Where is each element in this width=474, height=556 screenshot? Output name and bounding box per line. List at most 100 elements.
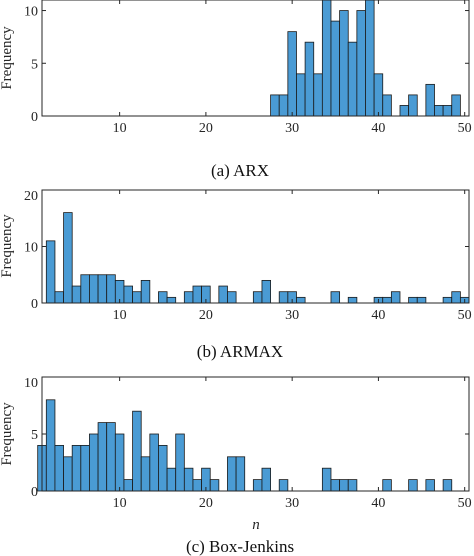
y-axis-label-box-jenkins: Frequency: [0, 402, 15, 466]
x-tick-label-arx-30: 30: [285, 121, 299, 136]
bar-box-jenkins-n35: [330, 479, 341, 492]
bar-armax-n4: [63, 212, 73, 304]
bar-box-jenkins-n21: [209, 479, 220, 492]
caption-armax: (b) ARMAX: [197, 342, 283, 361]
bar-armax-n8: [97, 274, 108, 304]
bar-arx-n43: [399, 105, 410, 117]
bar-box-jenkins-n15: [158, 444, 168, 492]
bar-box-jenkins-n10: [114, 433, 125, 492]
bar-armax-n44: [408, 296, 418, 304]
x-tick-label-armax-10: 10: [113, 308, 127, 323]
bar-armax-n26: [252, 291, 263, 304]
panel-box-jenkins: 10 20 30 40 50 0 5 10 Frequency n (c) Box-Jenk…: [0, 376, 472, 556]
bar-arx-n44: [408, 94, 418, 117]
y-tick-label-box-jenkins-10: 10: [24, 376, 38, 391]
bar-box-jenkins-n6: [80, 444, 90, 492]
x-tick-label-box-jenkins-10: 10: [113, 496, 127, 511]
x-tick-label-armax-40: 40: [371, 308, 385, 323]
x-axis-label-box-jenkins: n: [252, 517, 260, 533]
bar-armax-n19: [192, 285, 202, 304]
bar-armax-n2: [45, 240, 56, 304]
bar-box-jenkins-n5: [71, 444, 82, 492]
bar-box-jenkins-n29: [278, 479, 289, 492]
bar-arx-n47: [434, 105, 444, 117]
y-tick-label-arx-5: 5: [31, 57, 38, 72]
bar-box-jenkins-n7: [89, 433, 99, 492]
x-tick-label-arx-10: 10: [113, 121, 127, 136]
bar-armax-n42: [390, 291, 401, 304]
bar-arx-n28: [270, 94, 280, 117]
caption-box-jenkins: (c) Box-Jenkins: [186, 537, 294, 556]
bar-armax-n12: [132, 291, 142, 304]
bar-armax-n49: [451, 291, 461, 304]
y-tick-label-box-jenkins-0: 0: [31, 485, 38, 500]
x-tick-label-box-jenkins-20: 20: [199, 496, 213, 511]
bar-armax-n6: [80, 274, 90, 304]
bar-arx-n30: [287, 31, 297, 117]
bar-armax-n35: [330, 291, 341, 304]
bar-armax-n29: [278, 291, 289, 304]
x-tick-label-box-jenkins-40: 40: [371, 496, 385, 511]
y-tick-label-armax-10: 10: [24, 241, 38, 256]
xticks-armax: 10 20 30 40 50: [113, 190, 472, 323]
y-tick-label-arx-10: 10: [24, 5, 38, 20]
bar-box-jenkins-n4: [63, 456, 73, 492]
bar-box-jenkins-n37: [347, 479, 358, 492]
panel-armax: 10 20 30 40 50 0 10 20 Frequency (b) ARMAX: [0, 189, 472, 361]
bar-box-jenkins-n3: [54, 444, 64, 492]
bar-armax-n3: [54, 291, 64, 304]
bar-box-jenkins-n13: [140, 456, 151, 492]
bar-box-jenkins-n14: [149, 433, 159, 492]
y-tick-label-armax-0: 0: [31, 297, 38, 312]
bar-box-jenkins-n11: [123, 479, 133, 492]
bar-box-jenkins-n46: [425, 479, 435, 492]
bar-box-jenkins-n2: [45, 399, 56, 492]
plot-area-arx: [41, 0, 470, 117]
x-tick-label-box-jenkins-50: 50: [458, 496, 472, 511]
x-tick-label-arx-40: 40: [371, 121, 385, 136]
plot-frame-armax: [41, 189, 470, 304]
bar-box-jenkins-n17: [175, 433, 185, 492]
x-tick-label-armax-20: 20: [199, 308, 213, 323]
bar-armax-n48: [442, 296, 453, 304]
bar-arx-n29: [278, 94, 289, 117]
bar-armax-n22: [218, 285, 228, 304]
bar-arx-n46: [425, 83, 435, 117]
bar-armax-n37: [347, 296, 358, 304]
bar-box-jenkins-n27: [261, 467, 272, 492]
bar-box-jenkins-n48: [442, 479, 453, 492]
bars-box-jenkins: [37, 399, 453, 492]
bar-arx-n40: [373, 73, 384, 117]
panel-arx: 10 20 30 40 50 0 5 10 Frequency (a) ARX: [0, 0, 472, 180]
x-tick-label-box-jenkins-30: 30: [285, 496, 299, 511]
bar-arx-n34: [321, 0, 332, 117]
y-axis-label-armax: Frequency: [0, 214, 15, 278]
bar-box-jenkins-n26: [252, 479, 263, 492]
bar-box-jenkins-n9: [106, 422, 116, 492]
bar-box-jenkins-n24: [235, 456, 246, 492]
bar-armax-n15: [158, 291, 168, 304]
bar-armax-n18: [183, 291, 194, 304]
bar-armax-n27: [261, 279, 272, 304]
plot-frame-arx: [41, 0, 470, 117]
bar-box-jenkins-n41: [382, 479, 392, 492]
yticks-box-jenkins: 0 5 10: [24, 376, 469, 500]
bar-armax-n16: [166, 296, 177, 304]
bar-armax-n11: [123, 285, 133, 304]
bar-arx-n36: [339, 10, 349, 117]
x-tick-label-arx-50: 50: [458, 121, 472, 136]
bar-box-jenkins-n23: [227, 456, 237, 492]
bar-box-jenkins-n36: [339, 479, 349, 492]
bar-armax-n7: [89, 274, 99, 304]
bar-box-jenkins-n34: [321, 467, 332, 492]
bar-box-jenkins-n19: [192, 479, 202, 492]
bar-arx-n31: [296, 73, 306, 117]
bar-armax-n31: [296, 296, 306, 304]
bar-arx-n35: [330, 20, 341, 117]
xticks-arx: 10 20 30 40 50: [113, 0, 472, 136]
bar-armax-n45: [416, 296, 427, 304]
bar-box-jenkins-n8: [97, 422, 108, 492]
bars-arx: [270, 0, 461, 117]
bar-arx-n37: [347, 41, 358, 117]
bar-arx-n38: [356, 10, 366, 117]
